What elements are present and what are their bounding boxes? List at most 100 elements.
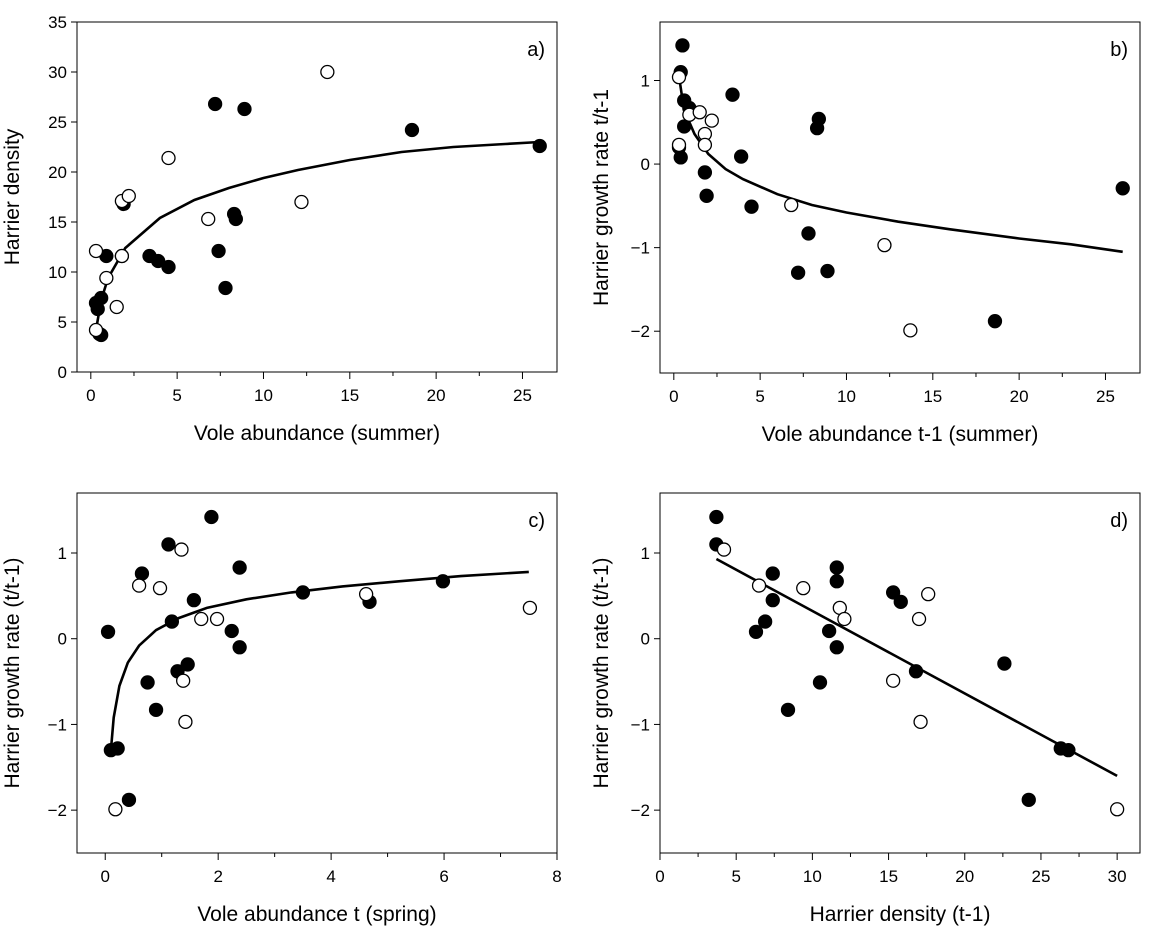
data-point-open — [174, 542, 189, 557]
data-point-filled — [744, 199, 759, 214]
data-point-filled — [121, 792, 137, 808]
data-point-filled — [697, 165, 713, 180]
y-tick-label: 35 — [48, 13, 67, 32]
data-point-open — [671, 70, 687, 85]
y-tick-label: 15 — [48, 213, 67, 232]
data-point-filled — [295, 585, 311, 600]
data-point-filled — [748, 624, 764, 640]
data-point-filled — [161, 537, 176, 552]
x-tick-label: 15 — [923, 387, 942, 406]
x-axis-label: Vole abundance t-1 (summer) — [762, 423, 1039, 446]
x-tick-label: 25 — [513, 386, 532, 405]
x-tick-label: 10 — [837, 387, 856, 406]
y-axis-label: Harrier growth rate (t/t-1) — [590, 557, 613, 788]
x-tick-label: 2 — [213, 867, 222, 886]
data-point-filled — [820, 263, 835, 279]
data-point-open — [522, 600, 538, 616]
data-point-open — [88, 243, 104, 259]
y-tick-label: 25 — [48, 113, 67, 132]
data-point-filled — [885, 585, 901, 600]
data-point-filled — [790, 265, 806, 280]
data-point-filled — [224, 623, 239, 639]
data-point-open — [903, 323, 918, 338]
data-point-filled — [218, 280, 233, 296]
data-point-filled — [677, 119, 692, 134]
x-tick-label: 0 — [655, 867, 664, 886]
x-tick-label: 25 — [1096, 387, 1115, 406]
y-tick-label: 1 — [641, 544, 650, 563]
y-tick-label: −1 — [48, 715, 67, 734]
data-point-filled — [186, 592, 202, 608]
chart-panel-3: −2 −1 0 1 0 2 4 6 8 c) Vole abundance t (spring) Ha… — [1, 492, 562, 926]
data-point-filled — [675, 38, 690, 53]
fit-line — [94, 140, 540, 331]
panel-label: a) — [527, 39, 545, 61]
data-point-open — [716, 542, 732, 557]
data-point-open — [704, 113, 719, 128]
data-point-filled — [765, 592, 780, 608]
data-point-filled — [140, 675, 155, 690]
data-point-open — [697, 137, 713, 153]
x-tick-label: 20 — [1010, 387, 1029, 406]
x-tick-label: 25 — [1031, 867, 1050, 886]
panel-label: d) — [1110, 510, 1128, 532]
data-point-open — [209, 611, 225, 627]
data-point-filled — [725, 87, 740, 102]
data-point-open — [837, 611, 852, 627]
x-tick-label: 10 — [803, 867, 822, 886]
panel-label: b) — [1110, 39, 1128, 61]
data-point-filled — [757, 614, 773, 629]
data-point-open — [921, 586, 936, 602]
data-point-filled — [908, 664, 924, 679]
data-point-filled — [204, 509, 219, 525]
data-point-open — [877, 237, 892, 253]
data-point-filled — [435, 574, 451, 589]
data-point-filled — [207, 96, 223, 112]
data-point-filled — [100, 624, 116, 640]
data-point-filled — [164, 614, 180, 629]
x-tick-label: 15 — [340, 386, 359, 405]
y-tick-label: 1 — [58, 544, 67, 563]
data-point-filled — [232, 560, 247, 575]
x-tick-label: 6 — [439, 867, 448, 886]
data-point-filled — [232, 640, 247, 655]
x-axis-label: Harrier density (t-1) — [810, 903, 991, 926]
data-point-open — [108, 802, 123, 817]
data-point-filled — [734, 149, 749, 164]
data-point-open — [294, 194, 309, 210]
y-axis-label: Harrier density — [1, 128, 24, 265]
data-point-filled — [1061, 742, 1076, 758]
x-axis-label: Vole abundance t (spring) — [197, 903, 436, 926]
data-point-open — [109, 299, 124, 315]
data-point-open — [320, 64, 335, 80]
fit-line — [109, 570, 529, 751]
x-tick-label: 0 — [86, 386, 95, 405]
x-tick-label: 15 — [879, 867, 898, 886]
plot-frame — [76, 21, 558, 373]
x-tick-label: 8 — [552, 867, 561, 886]
data-point-open — [88, 322, 104, 338]
data-point-open — [161, 150, 176, 166]
x-tick-label: 30 — [1108, 867, 1127, 886]
data-point-open — [114, 248, 130, 264]
data-point-filled — [765, 566, 780, 581]
data-point-filled — [148, 702, 164, 718]
data-point-open — [99, 270, 114, 286]
x-tick-label: 10 — [254, 386, 273, 405]
data-point-open — [911, 611, 927, 627]
data-point-filled — [134, 566, 150, 581]
y-tick-label: 20 — [48, 163, 67, 182]
x-tick-label: 20 — [427, 386, 446, 405]
y-tick-label: 0 — [641, 155, 650, 174]
data-point-filled — [161, 259, 176, 275]
data-point-filled — [997, 656, 1012, 671]
data-point-filled — [780, 702, 796, 718]
data-point-open — [784, 197, 799, 213]
data-point-filled — [893, 594, 908, 610]
data-point-filled — [699, 188, 714, 203]
plot-frame — [76, 492, 558, 854]
data-point-open — [178, 714, 193, 730]
data-point-filled — [110, 741, 125, 756]
